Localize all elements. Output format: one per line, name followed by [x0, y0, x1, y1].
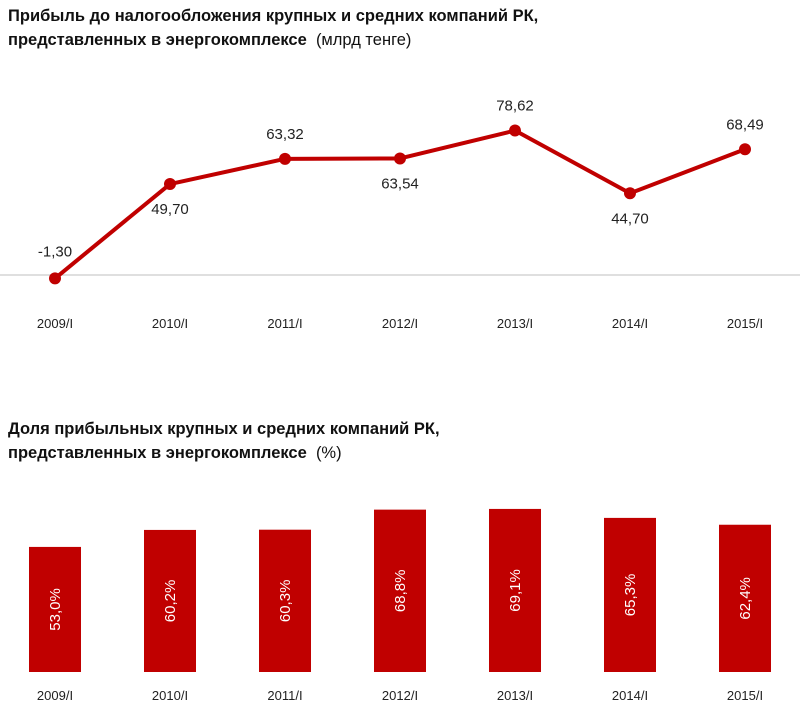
line-data-label: 63,32 [266, 126, 304, 143]
bar-title-unit: (%) [315, 444, 342, 462]
line-title-line1: Прибыль до налогообложения крупных и сре… [8, 7, 539, 25]
line-data-label: 44,70 [611, 210, 649, 227]
bar-x-tick-label: 2014/I [612, 688, 648, 703]
bar [29, 546, 81, 672]
bar-data-label: 65,3% [622, 574, 639, 617]
line-data-label: 63,54 [381, 175, 419, 192]
bar-data-label: 68,8% [392, 570, 409, 613]
bar-title-line2: представленных в энергокомплексе [8, 444, 307, 462]
bar [374, 509, 426, 672]
line-data-label: 68,49 [726, 116, 764, 133]
line-x-tick-label: 2010/I [152, 316, 188, 331]
bar-chart-title: Доля прибыльных крупных и средних компан… [8, 417, 440, 465]
line-x-tick-label: 2012/I [382, 316, 418, 331]
line-chart-title: Прибыль до налогообложения крупных и сре… [8, 4, 538, 52]
bar [259, 529, 311, 672]
bar [489, 508, 541, 672]
bar-x-tick-label: 2011/I [267, 688, 302, 703]
bar-data-label: 60,2% [162, 580, 179, 623]
line-data-label: 78,62 [496, 98, 534, 115]
bar-data-label: 62,4% [737, 577, 754, 620]
bar-x-tick-label: 2010/I [152, 688, 188, 703]
line-data-label: -1,30 [38, 243, 72, 260]
bar-title-line1: Доля прибыльных крупных и средних компан… [8, 420, 440, 438]
line-x-tick-label: 2013/I [497, 316, 533, 331]
line-point [164, 178, 176, 191]
bar [719, 524, 771, 672]
line-x-tick-label: 2009/I [37, 316, 73, 331]
bar-data-label: 53,0% [47, 588, 64, 631]
line-title-unit: (млрд тенге) [315, 31, 412, 49]
line-x-tick-label: 2011/I [267, 316, 302, 331]
bar-x-tick-label: 2012/I [382, 688, 418, 703]
line-point [624, 187, 636, 200]
bar-data-label: 60,3% [277, 580, 294, 623]
bar-x-tick-label: 2013/I [497, 688, 533, 703]
bar-x-tick-label: 2015/I [727, 688, 763, 703]
line-title-line2: представленных в энергокомплексе [8, 31, 307, 49]
line-x-tick-label: 2015/I [727, 316, 763, 331]
line-point [279, 152, 291, 165]
bar [144, 529, 196, 672]
line-point [739, 143, 751, 156]
bar [604, 517, 656, 672]
bar-x-tick-label: 2009/I [37, 688, 73, 703]
line-point [49, 272, 61, 285]
bar-data-label: 69,1% [507, 569, 524, 612]
line-point [509, 124, 521, 137]
line-point [394, 152, 406, 165]
line-x-tick-label: 2014/I [612, 316, 648, 331]
line-data-label: 49,70 [151, 201, 189, 218]
